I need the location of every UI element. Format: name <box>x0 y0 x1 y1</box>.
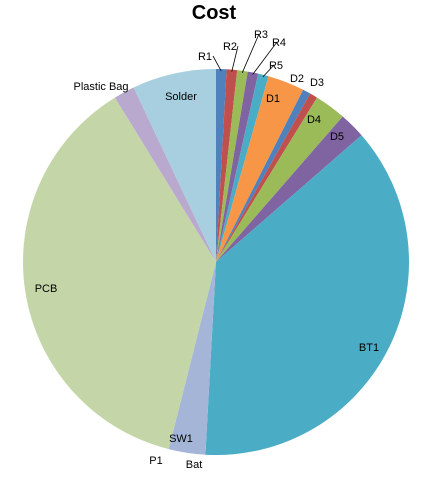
leader-r5 <box>262 64 275 78</box>
slice-d5 <box>216 116 362 262</box>
slice-d2 <box>216 89 311 263</box>
slice-d1 <box>216 76 304 262</box>
leader-r2 <box>231 45 239 72</box>
label-pcb: PCB <box>35 283 58 295</box>
slice-bt1 <box>205 135 409 455</box>
slice-r5 <box>216 73 269 262</box>
slice-labels: R1 R2 R3 R4 R5 D1 D2 D3 D4 D5 BT1 Bat P1 SW1 PCB Plasti… <box>35 29 379 471</box>
slice-r2 <box>216 69 238 263</box>
label-bt1: BT1 <box>359 342 379 354</box>
slice-d3 <box>216 93 318 263</box>
label-sw1: SW1 <box>169 433 193 445</box>
label-d5: D5 <box>330 131 344 143</box>
leader-r4 <box>252 41 278 75</box>
chart-title: Cost <box>191 2 237 24</box>
label-d2: D2 <box>290 73 304 85</box>
label-r2: R2 <box>223 41 237 53</box>
label-plastic-bag: Plastic Bag <box>73 81 128 93</box>
slice-plastic-bag <box>114 87 216 262</box>
slice-pcb <box>23 97 216 450</box>
label-r3: R3 <box>254 29 268 41</box>
pie-slices <box>23 69 409 455</box>
slice-r4 <box>216 71 259 263</box>
slice-solder <box>133 69 216 262</box>
leader-lines <box>212 33 278 78</box>
slice-bat <box>168 262 216 455</box>
label-d4: D4 <box>307 114 321 126</box>
leader-r3 <box>241 33 260 73</box>
label-r4: R4 <box>272 37 286 49</box>
slice-r1 <box>216 69 227 262</box>
label-d3: D3 <box>310 77 324 89</box>
leader-r1 <box>212 55 222 72</box>
label-bat: Bat <box>186 459 203 471</box>
label-r1: R1 <box>198 51 212 63</box>
label-p1: P1 <box>149 455 162 467</box>
slice-r3 <box>216 70 248 262</box>
label-d1: D1 <box>266 93 280 105</box>
label-solder: Solder <box>165 91 197 103</box>
label-r5: R5 <box>269 60 283 72</box>
slice-d4 <box>216 97 343 262</box>
